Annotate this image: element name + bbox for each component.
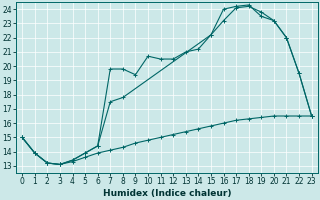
X-axis label: Humidex (Indice chaleur): Humidex (Indice chaleur): [103, 189, 231, 198]
